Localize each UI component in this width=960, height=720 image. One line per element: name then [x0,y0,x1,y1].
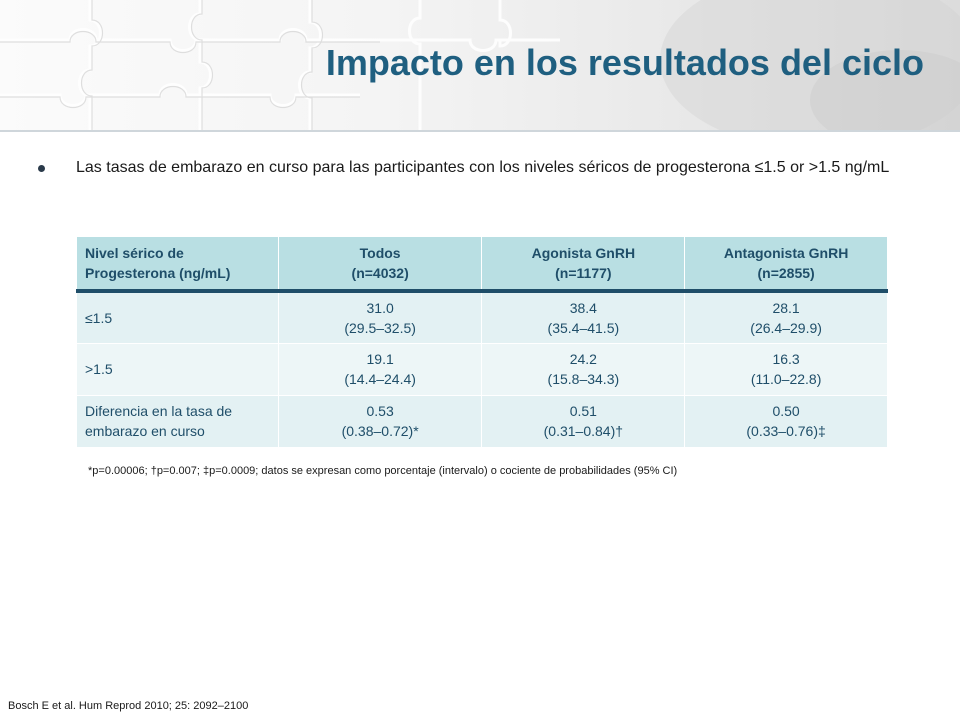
table-header-row: Nivel sérico de Progesterona (ng/mL) Tod… [76,236,888,292]
table-cell: 38.4 (35.4–41.5) [481,290,686,344]
table-row: ≤1.5 31.0 (29.5–32.5) 38.4 (35.4–41.5) 2… [76,290,888,344]
results-table: Nivel sérico de Progesterona (ng/mL) Tod… [76,236,888,448]
citation: Bosch E et al. Hum Reprod 2010; 25: 2092… [8,700,249,712]
table-cell: 31.0 (29.5–32.5) [277,290,483,344]
puzzle-background-icon [0,0,960,130]
header-all: Todos (n=4032) [277,236,483,292]
page-title: Impacto en los resultados del ciclo [325,42,924,83]
table-cell: 24.2 (15.8–34.3) [481,342,686,396]
header-antagonist: Antagonista GnRH (n=2855) [684,236,888,292]
table-cell: 19.1 (14.4–24.4) [277,342,483,396]
table-row: >1.5 19.1 (14.4–24.4) 24.2 (15.8–34.3) 1… [76,342,888,396]
table-cell: 0.50 (0.33–0.76)‡ [684,394,888,448]
row-label: Diferencia en la tasa de embarazo en cur… [76,394,279,448]
bullet-text: Las tasas de embarazo en curso para las … [76,159,890,176]
table-cell: 16.3 (11.0–22.8) [684,342,888,396]
bullet-icon [38,165,45,172]
header-band: Impacto en los resultados del ciclo [0,0,960,132]
header-agonist: Agonista GnRH (n=1177) [481,236,686,292]
table-cell: 0.51 (0.31–0.84)† [481,394,686,448]
table-footnote: *p=0.00006; †p=0.007; ‡p=0.0009; datos s… [88,465,678,477]
row-label: ≤1.5 [76,290,279,344]
table-row: Diferencia en la tasa de embarazo en cur… [76,394,888,448]
table-cell: 0.53 (0.38–0.72)* [277,394,483,448]
row-label: >1.5 [76,342,279,396]
header-progesterone-level: Nivel sérico de Progesterona (ng/mL) [76,236,279,292]
table-cell: 28.1 (26.4–29.9) [684,290,888,344]
